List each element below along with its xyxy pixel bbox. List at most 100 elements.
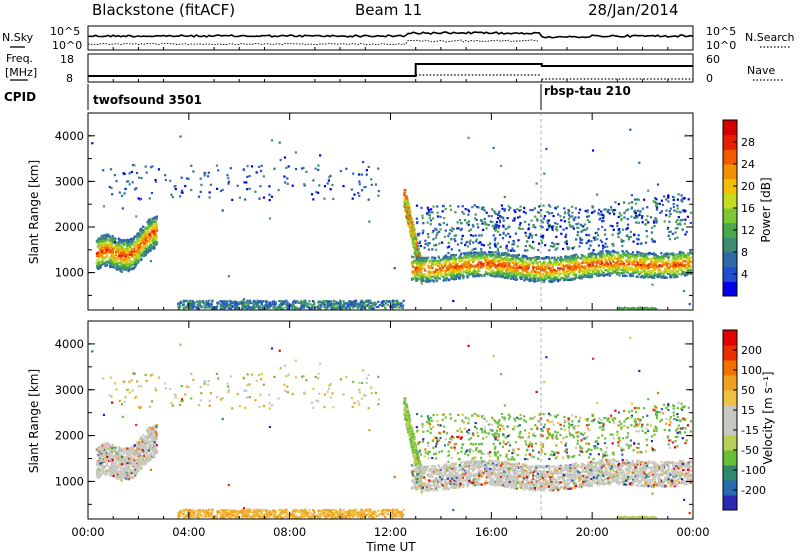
power-point [656,261,658,263]
power-point [548,225,550,227]
noise-left-label: N.Sky [2,31,34,44]
power-point [644,261,646,263]
power-point [567,276,569,278]
power-point [452,272,454,274]
power-point [688,269,690,271]
power-point [117,252,119,254]
power-point [507,233,509,235]
power-point [315,168,317,170]
power-point [267,305,269,307]
power-point [148,220,150,222]
cpid-mode-2: rbsp-tau 210 [544,84,631,98]
power-point [493,147,495,149]
power-point [110,168,112,170]
power-point [237,185,239,187]
power-point [227,306,229,308]
power-point [414,240,416,242]
power-point [445,208,447,210]
power-point [352,173,354,175]
power-point [130,243,132,245]
power-point [266,300,268,302]
power-point [633,272,635,274]
power-point [427,221,429,223]
freq-left-tick-bottom: 8 [66,72,73,85]
power-point [497,214,499,216]
power-point [598,252,600,254]
power-point [660,275,662,277]
power-point [562,248,564,250]
power-point [287,301,289,303]
power-point [585,229,587,231]
power-point [311,193,313,195]
power-point [497,264,499,266]
power-point [148,249,150,251]
power-point [431,272,433,274]
power-point [419,270,421,272]
power-point [564,275,566,277]
power-point [545,278,547,280]
power-point [115,267,117,269]
power-point [546,257,548,259]
power-point [447,235,449,237]
power-point [115,180,117,182]
power-point [655,204,657,206]
power-point [368,221,370,223]
power-point [638,255,640,257]
power-point [606,255,608,257]
power-point [595,254,597,256]
power-point [410,234,412,236]
power-point [200,184,202,186]
power-point [246,176,248,178]
power-point [448,242,450,244]
power-point [475,213,477,215]
power-point [489,254,491,256]
power-point [629,129,631,131]
power-point [367,304,369,306]
power-point [413,225,415,227]
power-point [623,201,625,203]
power-point [115,247,117,249]
power-point [224,307,226,309]
power-point [673,262,675,264]
power-point [588,215,590,217]
power-point [170,194,172,196]
power-point [455,234,457,236]
power-point [318,304,320,306]
power-point [638,222,640,224]
power-point [690,261,692,263]
power-point [661,210,663,212]
power-point [425,279,427,281]
power-point [135,242,137,244]
power-point [534,207,536,209]
power-point [125,257,127,259]
nave-series-line [416,75,693,79]
power-point [497,260,499,262]
power-point [654,240,656,242]
power-point [616,252,618,254]
power-point [431,248,433,250]
power-point [664,268,666,270]
power-point [460,253,462,255]
power-point [455,258,457,260]
power-point [96,241,98,243]
power-point [263,196,265,198]
power-point [275,303,277,305]
power-point [277,189,279,191]
power-point [601,226,603,228]
power-point [507,253,509,255]
power-point [109,236,111,238]
power-point [466,276,468,278]
power-point [450,264,452,266]
power-point [109,238,111,240]
power-point [527,274,529,276]
power-point [557,206,559,208]
power-point [625,271,627,273]
power-point [669,265,671,267]
power-point [591,254,593,256]
power-point [538,243,540,245]
power-point [584,270,586,272]
power-point [317,301,319,303]
power-point [103,263,105,265]
power-point [508,266,510,268]
power-point [555,273,557,275]
